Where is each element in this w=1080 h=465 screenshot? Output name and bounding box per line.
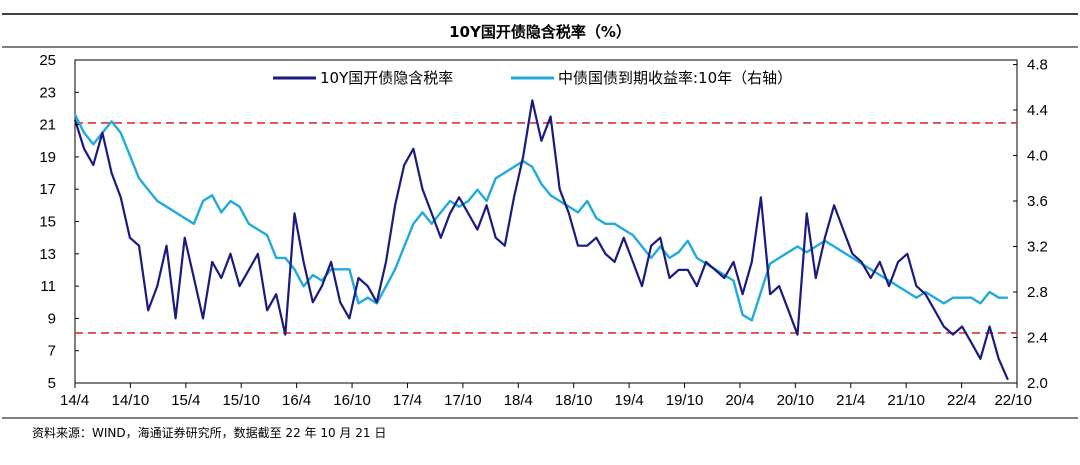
x-tick-label-9: 18/10 [555,392,593,409]
x-tick-label-15: 21/10 [887,392,925,409]
series-line-tax-rate [73,99,1009,381]
left-tick-label-0: 25 [39,52,56,69]
left-tick-label-4: 17 [39,181,56,198]
right-tick-label-4: 3.2 [1027,239,1048,256]
legend-label-tax-rate: 10Y国开债隐含税率 [320,69,453,87]
x-tick-label-4: 16/4 [282,392,311,409]
left-tick-label-6: 13 [39,246,56,263]
x-tick-label-14: 21/4 [836,392,865,409]
x-tick-label-17: 22/10 [994,392,1032,409]
x-tick-label-11: 19/10 [666,392,704,409]
x-tick-label-1: 14/10 [112,392,150,409]
legend-label-yield: 中债国债到期收益率:10年（右轴） [558,69,792,87]
x-tick-label-8: 18/4 [504,392,533,409]
right-tick-label-0: 4.8 [1027,57,1048,74]
x-tick-label-3: 15/10 [222,392,260,409]
left-tick-label-10: 5 [48,375,56,392]
left-tick-label-8: 9 [48,310,56,327]
right-tick-label-3: 3.6 [1027,193,1048,210]
left-tick-label-3: 19 [39,149,56,166]
left-tick-label-7: 11 [40,278,56,295]
reference-lines [75,122,1017,334]
right-tick-label-6: 2.4 [1027,330,1048,347]
right-tick-label-1: 4.4 [1027,102,1048,119]
x-tick-label-0: 14/4 [60,392,89,409]
left-tick-label-9: 7 [48,343,56,360]
right-tick-label-7: 2.0 [1027,375,1048,392]
right-tick-label-2: 4.0 [1027,148,1048,165]
chart-title: 10Y国开债隐含税率（%） [449,23,631,41]
x-tick-label-5: 16/10 [333,392,371,409]
x-tick-label-10: 19/4 [615,392,644,409]
left-tick-label-5: 15 [39,214,56,231]
x-tick-label-7: 17/10 [444,392,482,409]
source-note: 资料来源：WIND，海通证券研究所，数据截至 22 年 10 月 21 日 [32,425,386,440]
x-tick-label-12: 20/4 [725,392,754,409]
right-tick-label-5: 2.8 [1027,284,1048,301]
left-tick-label-1: 23 [39,84,56,101]
x-axis: 14/4 14/10 15/4 15/10 16/4 16/10 17/4 17/10 18/4… [60,383,1032,409]
series-layer [73,99,1009,381]
x-tick-label-2: 15/4 [171,392,200,409]
legend: 10Y国开债隐含税率 中债国债到期收益率:10年（右轴） [273,69,792,87]
left-tick-label-2: 21 [39,117,56,134]
x-tick-label-16: 22/4 [947,392,976,409]
x-tick-label-6: 17/4 [393,392,422,409]
left-axis: 25 23 21 19 17 15 13 11 9 7 5 [39,52,79,392]
right-axis: 4.8 4.4 4.0 3.6 3.2 2.8 2.4 2.0 [1013,57,1048,392]
plot-frame [74,59,1018,384]
series-line-yield [73,114,1008,322]
x-tick-label-13: 20/10 [777,392,815,409]
